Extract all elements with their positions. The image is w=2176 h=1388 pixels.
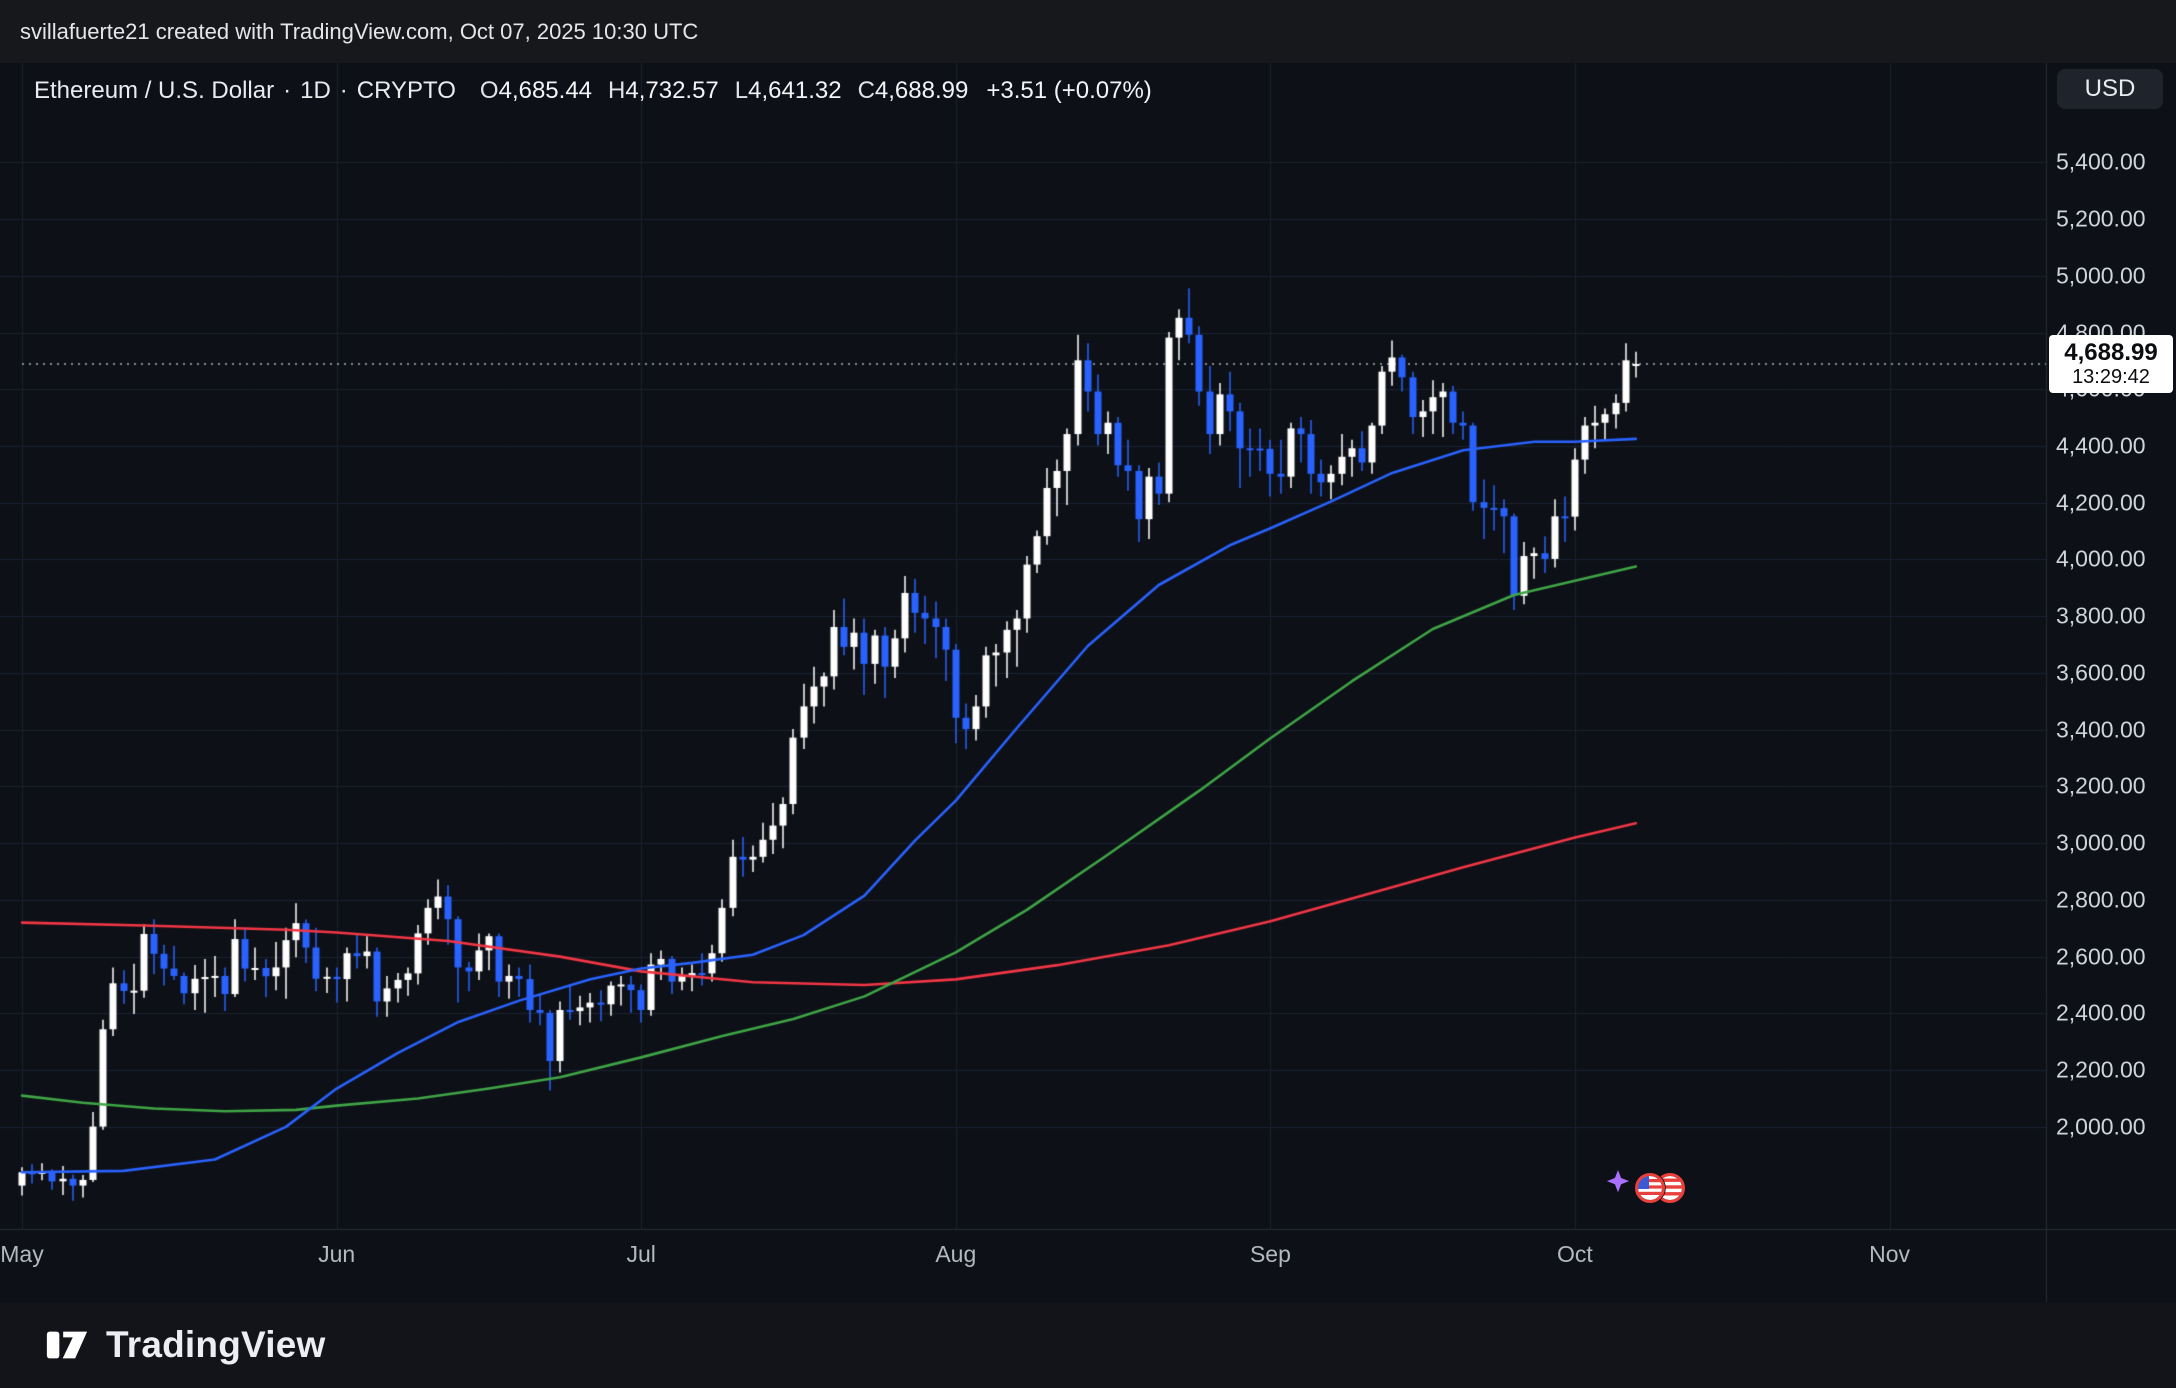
month-label: Nov (1869, 1241, 1911, 1267)
tradingview-logo-text: TradingView (106, 1324, 326, 1365)
divider-dot: · (283, 77, 292, 104)
chart-region: Ethereum / U.S. Dollar · 1D · CRYPTO O4,… (0, 63, 2176, 1302)
tradingview-logo[interactable]: TradingView (44, 1322, 325, 1368)
open-value: O4,685.44 (479, 77, 593, 104)
last-price-value: 4,688.99 (2064, 339, 2158, 366)
last-price-badge: 4,688.99 13:29:42 (2049, 335, 2173, 393)
high-value: H4,732.57 (608, 77, 719, 104)
attribution-text: svillafuerte21 created with TradingView.… (20, 18, 699, 44)
time-scale[interactable]: May Jun Jul Aug Sep Oct Nov (0, 1229, 2046, 1302)
price-tick-label: 4,200.00 (2056, 489, 2146, 516)
month-label: May (0, 1241, 44, 1267)
price-tick-label: 5,400.00 (2056, 148, 2146, 175)
price-tick-label: 2,200.00 (2056, 1056, 2146, 1083)
price-tick-label: 2,600.00 (2056, 943, 2146, 970)
interval-label[interactable]: 1D (300, 77, 331, 104)
month-label: Jun (318, 1241, 356, 1267)
price-change: +3.51 (+0.07%) (986, 77, 1152, 104)
price-tick-label: 3,600.00 (2056, 659, 2146, 686)
month-label: Jul (626, 1241, 656, 1267)
price-tick-label: 2,800.00 (2056, 886, 2146, 913)
symbol-info-overlay: Ethereum / U.S. Dollar · 1D · CRYPTO O4,… (34, 77, 1152, 105)
footer-bar: TradingView (0, 1302, 2176, 1388)
attribution-bar: svillafuerte21 created with TradingView.… (0, 0, 2176, 63)
price-tick-label: 4,000.00 (2056, 545, 2146, 572)
economic-event-marker[interactable] (1592, 1157, 1696, 1219)
price-tick-label: 3,400.00 (2056, 716, 2146, 743)
price-tick-label: 3,800.00 (2056, 602, 2146, 629)
symbol-title[interactable]: Ethereum / U.S. Dollar (34, 77, 275, 104)
economic-event-icon (1606, 1170, 1685, 1204)
divider-dot: · (339, 77, 348, 104)
price-tick-label: 3,200.00 (2056, 772, 2146, 799)
us-flag-event-icon (1634, 1172, 1666, 1204)
month-label: Aug (935, 1241, 977, 1267)
price-tick-label: 2,400.00 (2056, 999, 2146, 1026)
bar-countdown: 13:29:42 (2072, 366, 2150, 388)
exchange-label: CRYPTO (356, 77, 456, 104)
month-label: Sep (1249, 1241, 1291, 1267)
sparkle-icon (1606, 1170, 1630, 1193)
price-scale[interactable]: USD 4,688.99 13:29:42 5,400.00 5,200.00 5,… (2046, 63, 2176, 1302)
currency-toggle-button[interactable]: USD (2057, 69, 2163, 109)
low-value: L4,641.32 (734, 77, 842, 104)
ohlc-readout: O4,685.44 H4,732.57 L4,641.32 C4,688.99 … (480, 77, 1152, 105)
month-label: Oct (1557, 1241, 1593, 1267)
price-chart-canvas[interactable] (0, 63, 2176, 1302)
close-value: C4,688.99 (857, 77, 969, 104)
price-tick-label: 2,000.00 (2056, 1113, 2146, 1140)
price-tick-label: 3,000.00 (2056, 829, 2146, 856)
price-tick-label: 4,400.00 (2056, 432, 2146, 459)
price-tick-label: 5,000.00 (2056, 262, 2146, 289)
tradingview-logo-icon (46, 1331, 88, 1359)
price-tick-label: 5,200.00 (2056, 205, 2146, 232)
